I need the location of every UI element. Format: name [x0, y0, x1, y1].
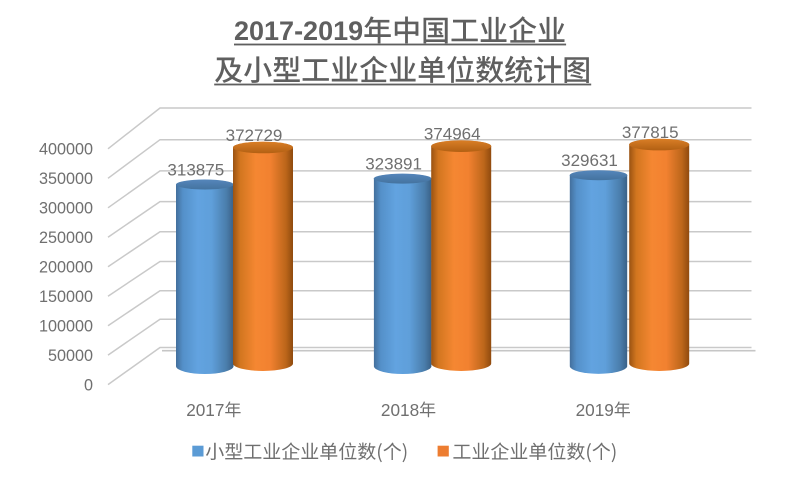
- svg-text:150000: 150000: [39, 288, 93, 306]
- svg-text:100000: 100000: [39, 317, 93, 335]
- svg-text:313875: 313875: [167, 161, 224, 180]
- svg-text:2017: 2017: [186, 400, 224, 420]
- svg-text:2017-2019: 2017-2019: [234, 16, 363, 46]
- svg-text:374964: 374964: [424, 125, 481, 144]
- svg-text:350000: 350000: [39, 170, 93, 188]
- svg-text:400000: 400000: [39, 141, 93, 159]
- svg-text:329631: 329631: [561, 151, 618, 170]
- svg-text:2019: 2019: [576, 400, 614, 420]
- svg-text:250000: 250000: [39, 229, 93, 247]
- svg-text:0: 0: [84, 376, 93, 394]
- svg-text:377815: 377815: [622, 123, 679, 142]
- svg-text:372729: 372729: [226, 126, 283, 145]
- svg-text:2018: 2018: [381, 400, 419, 420]
- svg-text:323891: 323891: [365, 155, 422, 174]
- svg-text:50000: 50000: [48, 347, 93, 365]
- svg-text:200000: 200000: [39, 258, 93, 276]
- svg-text:300000: 300000: [39, 199, 93, 217]
